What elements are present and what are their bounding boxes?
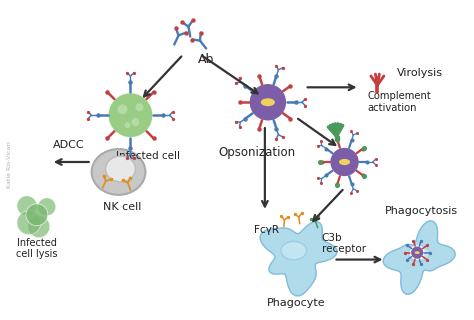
Ellipse shape [415,251,420,254]
Text: Phagocyte: Phagocyte [266,298,325,308]
Circle shape [108,92,154,138]
Circle shape [118,104,128,114]
Text: NK cell: NK cell [103,202,142,212]
Circle shape [131,118,139,126]
Ellipse shape [91,149,146,195]
Text: Infected cell: Infected cell [117,151,181,161]
Circle shape [38,198,56,216]
Polygon shape [260,222,337,296]
Text: Ab: Ab [198,53,214,67]
Circle shape [125,122,130,128]
Text: Opsonization: Opsonization [218,146,295,158]
Circle shape [410,246,424,260]
Ellipse shape [261,98,275,106]
Text: Complement
activation: Complement activation [367,92,431,113]
Circle shape [17,196,37,216]
Text: Infected
cell lysis: Infected cell lysis [16,238,58,259]
Circle shape [26,204,48,226]
Text: Phagocytosis: Phagocytosis [384,206,458,216]
Text: FcγR: FcγR [254,225,279,235]
Circle shape [329,147,359,177]
Ellipse shape [106,156,136,182]
Text: Katie Ris-Vicari: Katie Ris-Vicari [7,142,12,188]
Circle shape [28,216,50,238]
Circle shape [136,103,144,111]
Text: Virolysis: Virolysis [397,68,443,78]
Ellipse shape [281,242,307,260]
Polygon shape [383,221,455,294]
Text: ADCC: ADCC [53,140,84,150]
Circle shape [249,83,287,121]
Text: C3b
receptor: C3b receptor [322,233,366,254]
Circle shape [17,211,41,235]
Ellipse shape [409,246,430,261]
Ellipse shape [339,159,350,165]
